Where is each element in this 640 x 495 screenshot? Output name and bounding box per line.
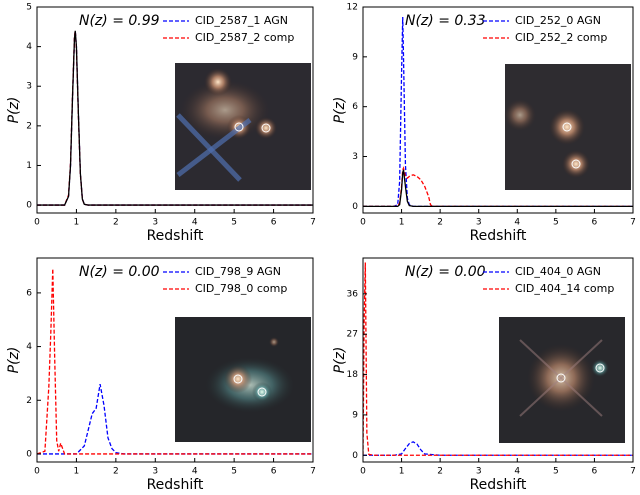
x-tick-label: 7 bbox=[310, 467, 316, 477]
annotation: N(z) = 0.33 bbox=[405, 13, 486, 29]
x-tick-label: 3 bbox=[152, 467, 158, 477]
panel: 0 1 2 3 4 5 6 7 0 1 2 3 4 5 Redshift P(z) N(z) = 0.99 CID… bbox=[6, 3, 316, 245]
legend-label: CID_404_14 comp bbox=[515, 282, 614, 295]
x-tick-label: 1 bbox=[399, 467, 405, 477]
x-tick-label: 0 bbox=[34, 218, 40, 228]
inset-image bbox=[175, 317, 311, 442]
axes-frame bbox=[362, 257, 634, 463]
y-tick-label: 27 bbox=[347, 330, 358, 340]
y-tick-label: 6 bbox=[26, 288, 32, 298]
plot-area bbox=[363, 16, 633, 207]
y-tick-label: 9 bbox=[352, 52, 358, 62]
x-tick-label: 5 bbox=[231, 218, 237, 228]
legend-label: CID_252_2 comp bbox=[515, 31, 607, 44]
y-tick-label: 0 bbox=[352, 202, 358, 212]
x-tick-label: 4 bbox=[514, 467, 520, 477]
x-axis-label: Redshift bbox=[147, 228, 204, 244]
y-tick-label: 4 bbox=[26, 342, 32, 352]
inset-image bbox=[175, 63, 311, 190]
legend-label: CID_798_9 AGN bbox=[195, 265, 281, 278]
legend-label: CID_798_0 comp bbox=[195, 282, 287, 295]
x-tick-label: 5 bbox=[553, 467, 559, 477]
series-line bbox=[363, 262, 633, 456]
y-tick-label: 36 bbox=[347, 289, 359, 299]
y-tick-label: 12 bbox=[347, 3, 358, 13]
x-tick-label: 5 bbox=[231, 467, 237, 477]
annotation: N(z) = 0.99 bbox=[79, 13, 160, 29]
plot-area bbox=[363, 262, 633, 456]
x-tick-label: 1 bbox=[74, 218, 80, 228]
x-axis-label: Redshift bbox=[470, 477, 527, 493]
x-tick-label: 2 bbox=[437, 218, 443, 228]
plot-area bbox=[37, 268, 313, 455]
axes-frame bbox=[362, 6, 634, 214]
x-tick-label: 4 bbox=[514, 218, 520, 228]
annotation: N(z) = 0.00 bbox=[405, 264, 486, 280]
y-tick-label: 0 bbox=[26, 201, 32, 211]
axes-frame bbox=[36, 6, 314, 214]
x-tick-label: 6 bbox=[592, 467, 598, 477]
x-tick-label: 0 bbox=[360, 467, 366, 477]
y-tick-label: 0 bbox=[352, 451, 358, 461]
x-tick-label: 2 bbox=[437, 467, 443, 477]
y-axis-label: P(z) bbox=[6, 347, 22, 374]
x-tick-label: 3 bbox=[152, 218, 158, 228]
x-tick-label: 6 bbox=[271, 467, 277, 477]
legend-label: CID_404_0 AGN bbox=[515, 265, 601, 278]
y-axis-label: P(z) bbox=[6, 97, 22, 124]
x-axis-label: Redshift bbox=[147, 477, 204, 493]
plot-area bbox=[37, 30, 313, 206]
series-line bbox=[37, 268, 313, 455]
annotation: N(z) = 0.00 bbox=[79, 264, 160, 280]
x-tick-label: 2 bbox=[113, 218, 119, 228]
x-axis-label: Redshift bbox=[470, 228, 527, 244]
y-axis-label: P(z) bbox=[332, 347, 348, 374]
x-tick-label: 6 bbox=[592, 218, 598, 228]
x-tick-label: 1 bbox=[399, 218, 405, 228]
y-tick-label: 5 bbox=[26, 3, 32, 13]
y-tick-label: 0 bbox=[26, 449, 32, 459]
series-line bbox=[363, 441, 633, 456]
legend-label: CID_2587_2 comp bbox=[195, 31, 294, 44]
inset-image bbox=[499, 317, 625, 443]
y-tick-label: 18 bbox=[347, 370, 359, 380]
legend-label: CID_252_0 AGN bbox=[515, 14, 601, 27]
inset-image bbox=[504, 64, 631, 190]
y-tick-label: 3 bbox=[352, 152, 358, 162]
y-tick-label: 2 bbox=[26, 121, 32, 131]
x-tick-label: 4 bbox=[192, 218, 198, 228]
x-tick-label: 0 bbox=[360, 218, 366, 228]
y-tick-label: 6 bbox=[352, 102, 358, 112]
x-tick-label: 2 bbox=[113, 467, 119, 477]
y-tick-label: 9 bbox=[352, 410, 358, 420]
y-axis-label: P(z) bbox=[332, 97, 348, 124]
x-tick-label: 4 bbox=[192, 467, 198, 477]
x-tick-label: 3 bbox=[476, 218, 482, 228]
series-line bbox=[363, 169, 633, 207]
y-tick-label: 1 bbox=[26, 161, 32, 171]
panel: 0 1 2 3 4 5 6 7 0 2 4 6 Redshift P(z) N(z) = 0.00 CID_7… bbox=[6, 257, 316, 493]
x-tick-label: 0 bbox=[34, 467, 40, 477]
x-tick-label: 5 bbox=[553, 218, 559, 228]
legend-label: CID_2587_1 AGN bbox=[195, 14, 288, 27]
panel: 0 1 2 3 4 5 6 7 0 9 18 27 36 Redshift P(z) N(z) = 0.00 C… bbox=[332, 257, 636, 493]
x-tick-label: 7 bbox=[630, 467, 636, 477]
y-tick-label: 3 bbox=[26, 82, 32, 92]
series-line bbox=[37, 30, 313, 206]
axes-frame bbox=[36, 257, 314, 463]
x-tick-label: 1 bbox=[74, 467, 80, 477]
x-tick-label: 6 bbox=[271, 218, 277, 228]
x-tick-label: 7 bbox=[630, 218, 636, 228]
y-tick-label: 2 bbox=[26, 396, 32, 406]
x-tick-label: 3 bbox=[476, 467, 482, 477]
y-tick-label: 4 bbox=[26, 42, 32, 52]
x-tick-label: 7 bbox=[310, 218, 316, 228]
